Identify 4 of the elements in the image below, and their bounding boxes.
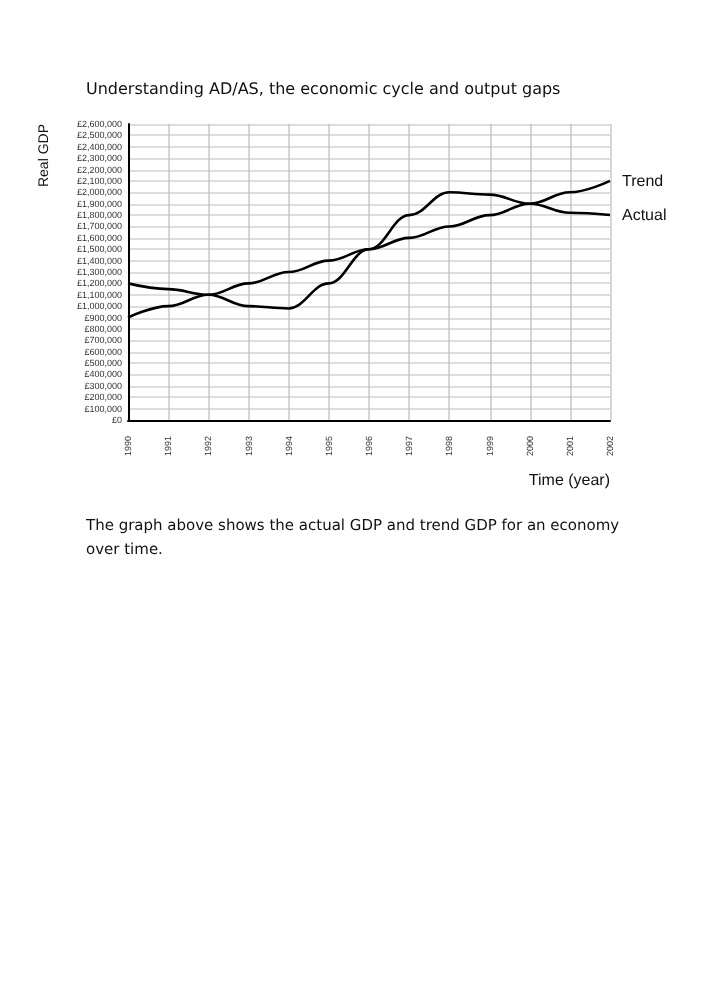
chart-title: Understanding AD/AS, the economic cycle and output gaps: [86, 80, 561, 98]
series-label: Actual: [622, 206, 667, 225]
x-axis-title: Time (year): [528, 471, 611, 489]
series-label: Trend: [622, 171, 664, 190]
